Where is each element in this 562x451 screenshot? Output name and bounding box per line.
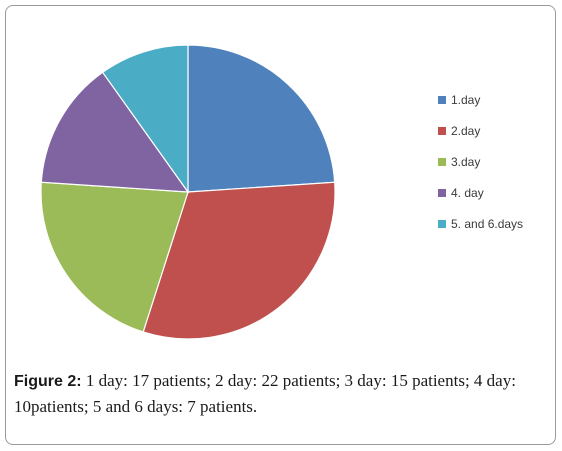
chart-legend: 1.day 2.day 3.day 4. day 5. and 6.days — [438, 92, 523, 247]
legend-swatch — [438, 127, 446, 135]
legend-item-day-1: 1.day — [438, 92, 523, 108]
legend-item-day-3: 3.day — [438, 154, 523, 170]
legend-label: 3.day — [451, 155, 481, 169]
legend-label: 4. day — [451, 186, 484, 200]
legend-swatch — [438, 189, 446, 197]
legend-item-days-5-6: 5. and 6.days — [438, 216, 523, 232]
legend-swatch — [438, 158, 446, 166]
legend-item-day-4: 4. day — [438, 185, 523, 201]
caption-text: 1 day: 17 patients; 2 day: 22 patients; … — [14, 371, 516, 416]
legend-swatch — [438, 220, 446, 228]
caption-label: Figure 2: — [14, 373, 82, 390]
pie-slice-days-5-6 — [101, 44, 189, 194]
pie-slice-day-2 — [142, 181, 336, 340]
figure-caption: Figure 2: 1 day: 17 patients; 2 day: 22 … — [14, 368, 550, 419]
legend-label: 1.day — [451, 93, 481, 107]
legend-label: 2.day — [451, 124, 481, 138]
pie-slice-day-3 — [40, 181, 189, 333]
pie-slice-day-4 — [40, 71, 190, 193]
pie-slice-day-1 — [187, 44, 336, 193]
legend-swatch — [438, 96, 446, 104]
legend-label: 5. and 6.days — [451, 217, 524, 231]
legend-item-day-2: 2.day — [438, 123, 523, 139]
